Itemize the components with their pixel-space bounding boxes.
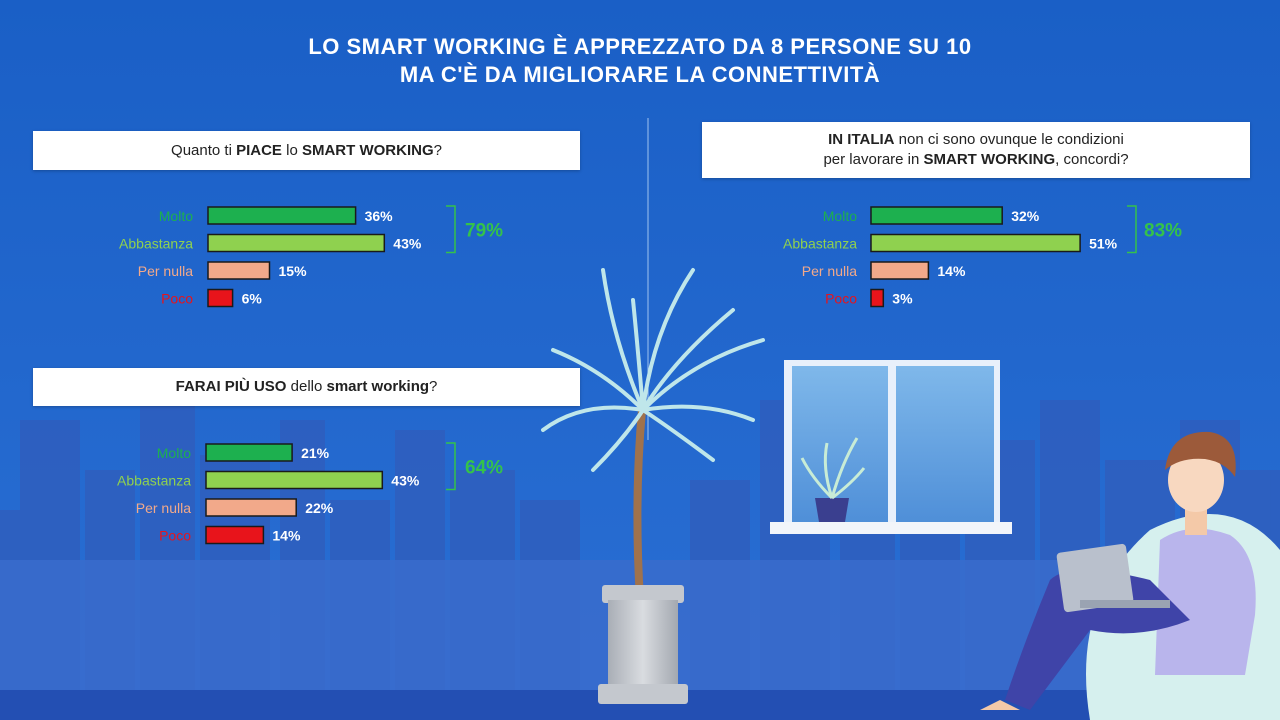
palm-plant	[541, 268, 765, 704]
chart2-value-label-poco: 3%	[892, 291, 913, 307]
q3-bold-smart-working: smart working	[326, 378, 430, 395]
chart2-bar-abbastanza	[870, 233, 1081, 253]
chart1-category-label-molto: Molto	[159, 208, 193, 224]
chart3-bar-per-nulla	[205, 498, 297, 517]
chart1-bar-poco	[207, 288, 234, 308]
q2-bold-in-italia: IN ITALIA	[828, 131, 895, 148]
chart1-bar-molto	[207, 206, 357, 225]
chart2-bracket	[1127, 205, 1137, 254]
chart2-value-label-per-nulla: 14%	[937, 263, 966, 279]
chart3-category-label-abbastanza: Abbastanza	[117, 473, 191, 489]
chart1-category-label-abbastanza: Abbastanza	[119, 236, 193, 252]
chart2-value-label-molto: 32%	[1011, 208, 1040, 224]
chart2-category-label-per-nulla: Per nulla	[802, 263, 857, 279]
chart3-category-label-per-nulla: Per nulla	[136, 500, 191, 516]
window	[770, 360, 1012, 534]
question-box-like-smart-working: Quanto ti PIACE lo SMART WORKING?	[33, 131, 580, 170]
q1-text-pre: Quanto ti	[171, 141, 237, 159]
chart2-bar-poco	[870, 288, 885, 308]
chart3-value-label-abbastanza: 43%	[391, 473, 420, 489]
q3-text-post: ?	[429, 378, 438, 395]
chart3-value-label-poco: 14%	[272, 528, 301, 544]
q2-bold-smart-working: SMART WORKING	[923, 151, 1056, 168]
question-box-italia-conditions: IN ITALIA non ci sono ovunque le condizi…	[702, 122, 1250, 178]
chart1-value-label-per-nulla: 15%	[279, 263, 308, 279]
chart3-bracket	[446, 442, 456, 491]
chart1-category-label-per-nulla: Per nulla	[138, 263, 193, 279]
chart2-category-label-molto: Molto	[823, 208, 857, 224]
chart3-bar-abbastanza	[205, 470, 384, 490]
chart2-value-label-abbastanza: 51%	[1089, 236, 1118, 252]
q2-text-line2-pre: per lavorare in	[823, 151, 924, 168]
q1-bold-smart-working: SMART WORKING	[301, 141, 434, 159]
chart3-category-label-molto: Molto	[157, 445, 191, 461]
chart3-value-label-per-nulla: 22%	[305, 500, 334, 516]
chart3-bracket-total: 64%	[465, 457, 503, 478]
chart1-value-label-poco: 6%	[242, 291, 263, 307]
chart3-value-label-molto: 21%	[301, 445, 330, 461]
q1-text-post: ?	[433, 141, 442, 159]
chart3-category-label-poco: Poco	[159, 528, 191, 544]
chart2-bar-per-nulla	[870, 261, 930, 280]
page-title-line-1: LO SMART WORKING È APPREZZATO DA 8 PERSO…	[308, 34, 972, 59]
q1-bold-piace: PIACE	[236, 141, 282, 159]
q2-text-mid: non ci sono ovunque le condizioni	[894, 131, 1124, 148]
chart1-value-label-abbastanza: 43%	[393, 236, 422, 252]
chart2-category-label-poco: Poco	[825, 291, 857, 307]
chart3-bar-molto	[205, 443, 293, 462]
chart1-bracket-total: 79%	[465, 220, 503, 241]
chart1-category-label-poco: Poco	[161, 291, 193, 307]
chart3-bar-poco	[205, 525, 265, 545]
q2-text-post: , concordi?	[1055, 151, 1129, 168]
chart2-bracket-total: 83%	[1144, 220, 1182, 241]
question-box-more-use: FARAI PIÙ USO dello smart working?	[33, 368, 580, 406]
chart1-bar-per-nulla	[207, 261, 271, 280]
q3-bold-farai-piu-uso: FARAI PIÙ USO	[175, 378, 287, 395]
q3-text-mid: dello	[286, 378, 327, 395]
chart1-value-label-molto: 36%	[365, 208, 394, 224]
chart1-bar-abbastanza	[207, 233, 386, 253]
q1-text-mid: lo	[281, 141, 302, 159]
chart1-bracket	[446, 205, 456, 254]
page-title-line-2: MA C'È DA MIGLIORARE LA CONNETTIVITÀ	[399, 62, 881, 87]
person-with-laptop	[980, 431, 1280, 720]
chart2-category-label-abbastanza: Abbastanza	[783, 236, 857, 252]
chart2-bar-molto	[870, 206, 1003, 225]
